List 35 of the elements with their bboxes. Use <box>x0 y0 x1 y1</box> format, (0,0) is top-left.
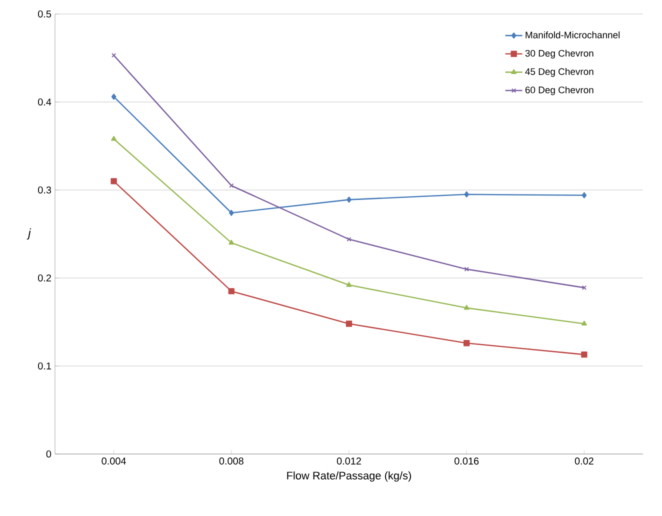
y-axis-title: j <box>26 228 32 240</box>
y-tick-label: 0.4 <box>38 98 52 106</box>
point <box>581 351 588 358</box>
legend-label: 30 Deg Chevron <box>525 50 594 59</box>
point <box>582 192 587 198</box>
x-tick-label: 0.012 <box>336 458 361 465</box>
x-axis-title: Flow Rate/Passage (kg/s) <box>287 471 412 482</box>
y-tick-label: 0.5 <box>38 10 52 18</box>
legend-label: 60 Deg Chevron <box>525 86 594 96</box>
point <box>111 136 117 141</box>
point <box>346 196 352 203</box>
y-tick-label: 0.3 <box>38 186 52 194</box>
point <box>464 191 470 198</box>
point <box>581 320 587 326</box>
legend-label: 45 Deg Chevron <box>525 68 594 77</box>
point <box>346 282 352 287</box>
point <box>346 320 352 327</box>
point <box>228 210 234 216</box>
point <box>229 183 234 188</box>
x-tick-label: 0.004 <box>102 458 126 465</box>
legend-label: Manifold-Microchannel <box>526 31 620 38</box>
point <box>464 266 469 272</box>
point <box>228 240 234 245</box>
x-tick-label: 0.02 <box>574 458 594 465</box>
point <box>346 236 352 242</box>
y-tick-label: 0 <box>46 450 52 458</box>
x-tick-label: 0.008 <box>219 458 244 465</box>
point <box>110 178 117 184</box>
point <box>228 288 234 294</box>
point <box>464 304 470 310</box>
y-tick-label: 0.2 <box>38 274 51 282</box>
point <box>464 340 470 346</box>
point <box>111 94 116 100</box>
y-tick-label: 0.1 <box>38 362 51 370</box>
x-tick-label: 0.016 <box>454 458 479 465</box>
